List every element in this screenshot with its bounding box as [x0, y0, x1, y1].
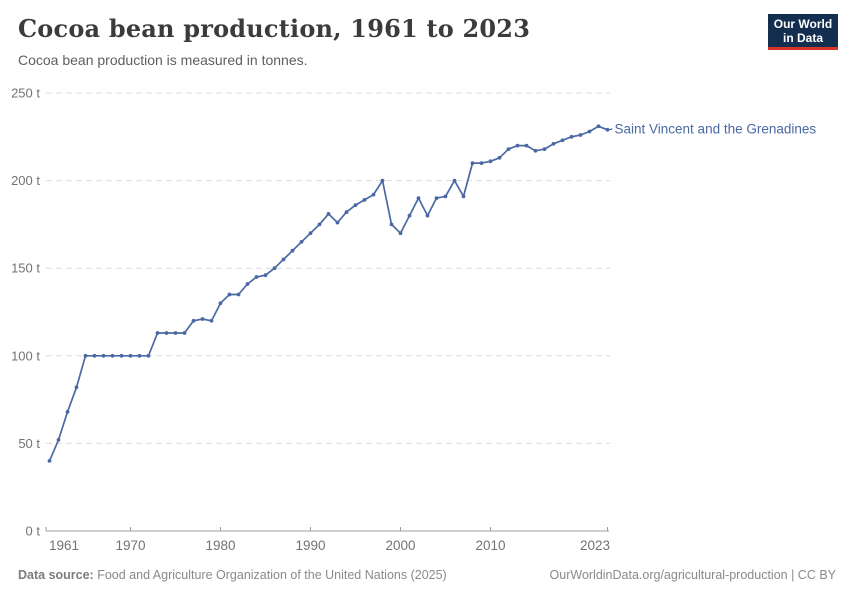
data-point	[551, 141, 556, 146]
chart-footer: Data source: Food and Agriculture Organi…	[18, 568, 836, 582]
data-point	[182, 331, 187, 335]
x-tick-label: 1970	[115, 538, 145, 553]
data-point	[227, 292, 232, 297]
x-tick-label: 2023	[580, 538, 610, 553]
chart-subtitle: Cocoa bean production is measured in ton…	[18, 52, 308, 68]
y-tick-label: 200 t	[11, 173, 40, 188]
data-point	[209, 318, 214, 323]
y-tick-label: 0 t	[26, 524, 41, 539]
data-point	[119, 353, 124, 358]
data-point	[164, 331, 169, 335]
data-point	[596, 124, 601, 129]
data-point	[461, 194, 466, 199]
data-point	[362, 198, 367, 202]
data-point	[308, 231, 313, 236]
data-point	[326, 212, 331, 216]
data-point	[416, 196, 421, 201]
data-point	[290, 248, 295, 253]
data-point	[245, 282, 250, 286]
data-point	[380, 178, 385, 183]
data-point	[533, 148, 538, 153]
data-point	[200, 317, 205, 321]
x-tick-label: 1961	[49, 538, 79, 553]
data-point	[236, 292, 241, 297]
x-tick-label: 2000	[385, 538, 415, 553]
data-point	[407, 213, 412, 218]
data-point	[254, 275, 259, 279]
data-point	[146, 353, 151, 358]
data-point	[488, 159, 493, 164]
y-tick-label: 100 t	[11, 348, 40, 363]
entity-label: Saint Vincent and the Grenadines	[615, 121, 817, 136]
data-point	[497, 155, 502, 160]
data-point	[218, 301, 223, 306]
label-connector	[608, 128, 613, 131]
data-point	[92, 353, 97, 358]
owid-logo-line2: in Data	[782, 30, 823, 45]
data-point	[542, 147, 547, 152]
data-point	[317, 222, 322, 227]
data-point	[344, 210, 349, 215]
data-point	[335, 220, 340, 225]
owid-logo[interactable]: Our World in Data	[768, 14, 838, 50]
data-point	[281, 257, 286, 262]
data-point	[47, 459, 52, 463]
data-point	[479, 161, 484, 166]
data-point	[515, 143, 520, 148]
credit-link[interactable]: OurWorldinData.org/agricultural-producti…	[549, 568, 836, 582]
data-point	[434, 196, 439, 201]
data-point	[425, 213, 430, 218]
data-point	[137, 353, 142, 358]
data-point	[371, 192, 376, 197]
data-point	[263, 273, 268, 278]
data-point	[398, 231, 403, 236]
page-title: Cocoa bean production, 1961 to 2023	[18, 14, 531, 43]
data-point	[587, 129, 592, 134]
data-point	[560, 138, 565, 143]
data-point	[56, 438, 61, 442]
x-tick-label: 1980	[205, 538, 235, 553]
data-point	[470, 161, 475, 166]
owid-logo-line1: Our World	[773, 16, 833, 31]
data-point	[272, 266, 277, 271]
data-point	[353, 203, 358, 208]
data-point	[191, 318, 196, 323]
data-point	[443, 194, 448, 199]
y-tick-label: 50 t	[18, 436, 40, 451]
x-tick-label: 2010	[475, 538, 505, 553]
data-point	[128, 353, 133, 358]
data-point	[506, 147, 511, 152]
data-point	[173, 331, 178, 335]
data-point	[155, 331, 160, 335]
data-point	[83, 353, 88, 358]
y-tick-label: 250 t	[11, 86, 40, 101]
data-point	[524, 143, 529, 148]
data-point	[389, 222, 394, 227]
data-source-text: Food and Agriculture Organization of the…	[93, 568, 447, 582]
data-source-line: Data source: Food and Agriculture Organi…	[18, 568, 447, 582]
y-tick-label: 150 t	[11, 261, 40, 276]
data-point	[569, 134, 574, 139]
data-point	[605, 127, 610, 132]
data-line	[48, 125, 608, 462]
data-point	[65, 410, 70, 414]
data-point	[299, 240, 304, 244]
data-point	[110, 353, 115, 358]
x-tick-label: 1990	[295, 538, 325, 553]
data-point	[101, 353, 106, 358]
data-point	[452, 178, 457, 183]
data-point	[74, 385, 79, 390]
data-point	[578, 133, 583, 137]
data-source-label: Data source:	[18, 568, 94, 582]
